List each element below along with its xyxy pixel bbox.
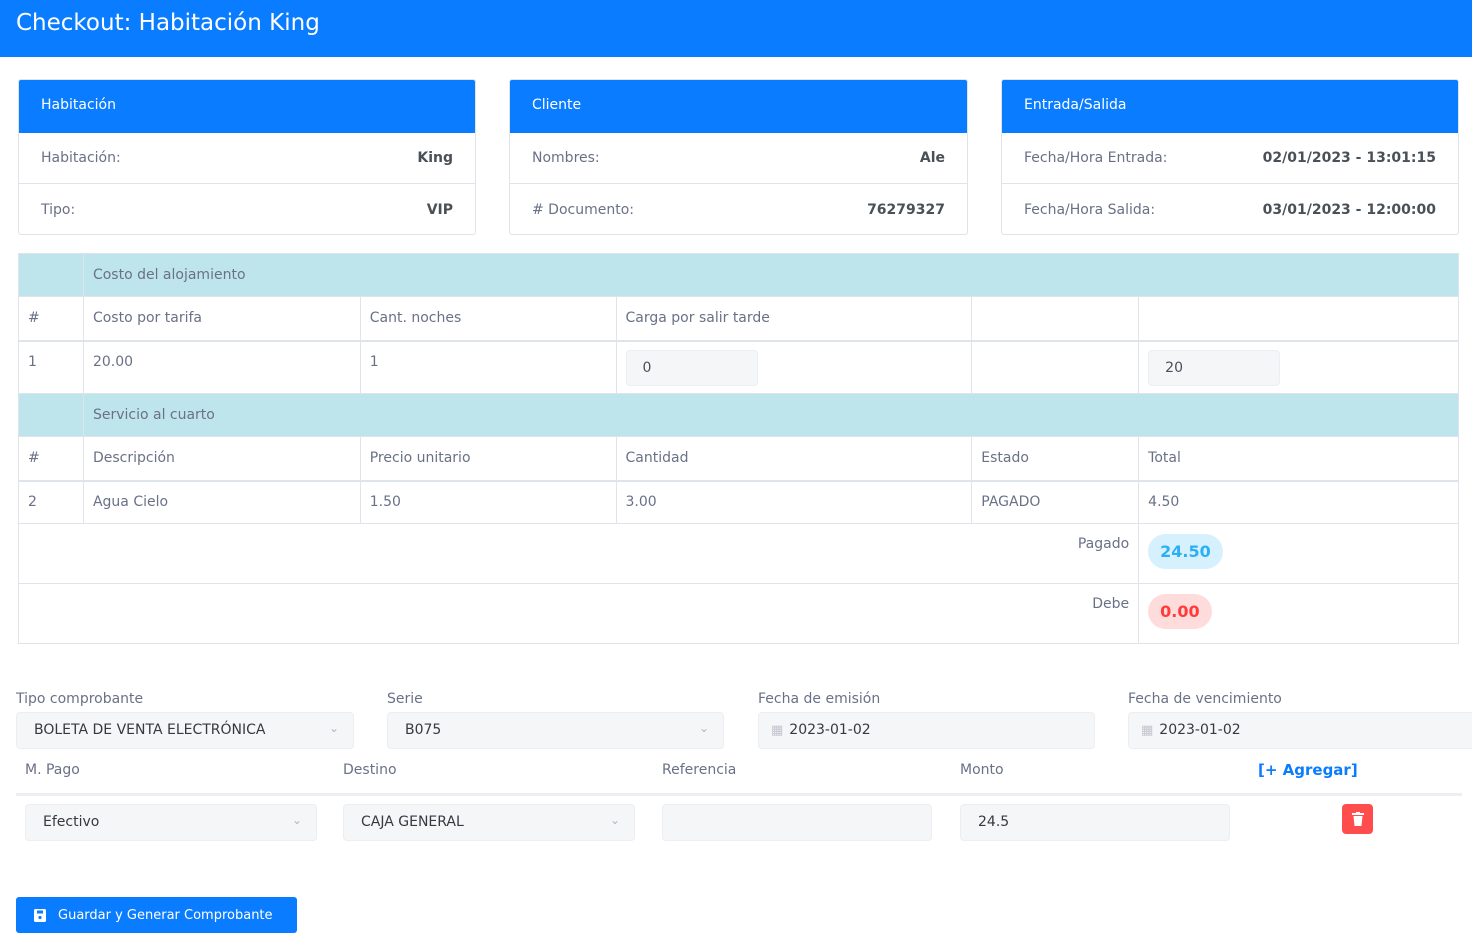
room-card: Habitación Habitación: King Tipo: VIP <box>18 79 476 235</box>
cell-total: 4.50 <box>1138 480 1459 524</box>
emision-label: Fecha de emisión <box>758 691 881 707</box>
col-total: Total <box>1138 436 1459 482</box>
chevron-down-icon: ⌄ <box>609 813 620 827</box>
table-header: # Costo por tarifa Cant. noches Carga po… <box>18 296 1459 342</box>
divider <box>16 793 1462 796</box>
name-label: Nombres: <box>532 150 600 166</box>
owed-row: Debe 0.00 <box>17 583 1459 644</box>
checkin-value: 02/01/2023 - 13:01:15 <box>1262 150 1436 166</box>
section-row: Servicio al cuarto <box>18 393 1460 437</box>
name-value: Ale <box>919 150 945 166</box>
page-title: Checkout: Habitación King <box>0 0 1472 57</box>
type-value: VIP <box>426 201 453 218</box>
checkout-label: Fecha/Hora Salida: <box>1024 201 1156 218</box>
save-icon <box>34 908 46 922</box>
card-title: Entrada/Salida <box>1002 80 1458 133</box>
ref-input[interactable] <box>662 804 932 841</box>
col-num: # <box>18 296 84 342</box>
delete-payment-button[interactable] <box>1342 804 1373 834</box>
document-label: # Documento: <box>532 201 634 218</box>
pago-value: Efectivo <box>43 814 100 830</box>
monto-label: Monto <box>960 762 1004 778</box>
document-value: 76279327 <box>867 201 945 218</box>
cell-price: 1.50 <box>359 480 617 524</box>
chevron-down-icon: ⌄ <box>698 721 709 735</box>
section-title: Costo del alojamiento <box>82 253 1460 297</box>
destino-select[interactable]: CAJA GENERAL ⌄ <box>343 804 635 841</box>
col-status: Estado <box>971 436 1140 482</box>
col-nights: Cant. noches <box>359 296 617 342</box>
checkin-card: Entrada/Salida Fecha/Hora Entrada: 02/01/… <box>1001 79 1459 235</box>
emision-input[interactable]: ▦ 2023-01-02 <box>758 712 1095 749</box>
late-charge-input[interactable]: 0 <box>625 349 758 386</box>
tipo-label: Tipo comprobante <box>16 691 144 707</box>
paid-row: Pagado 24.50 <box>17 523 1459 584</box>
serie-label: Serie <box>387 691 423 707</box>
serie-value: B075 <box>405 722 442 738</box>
cell-num: 2 <box>18 480 84 524</box>
card-title: Habitación <box>19 80 475 133</box>
col-num: # <box>18 436 84 482</box>
calendar-icon: ▦ <box>771 723 784 738</box>
destino-value: CAJA GENERAL <box>361 814 464 830</box>
table-row: 1 20.00 1 0 20 <box>18 340 1459 394</box>
emision-value: 2023-01-02 <box>789 722 871 738</box>
venc-label: Fecha de vencimiento <box>1128 691 1282 707</box>
checkout-table: Costo del alojamiento # Costo por tarifa… <box>17 253 1460 644</box>
paid-label: Pagado <box>17 523 1140 584</box>
col-rate: Costo por tarifa <box>82 296 361 342</box>
venc-input[interactable]: ▦ 2023-01-02 <box>1128 712 1472 749</box>
section-row: Costo del alojamiento <box>18 253 1460 297</box>
venc-value: 2023-01-02 <box>1159 722 1241 738</box>
tipo-value: BOLETA DE VENTA ELECTRÓNICA <box>34 722 266 738</box>
ref-label: Referencia <box>662 762 737 778</box>
cell-nights: 1 <box>359 340 617 394</box>
client-card: Cliente Nombres: Ale # Documento: 76279327 <box>509 79 968 235</box>
paid-badge: 24.50 <box>1148 534 1223 569</box>
pago-label: M. Pago <box>25 762 80 778</box>
table-row: 2 Agua Cielo 1.50 3.00 PAGADO 4.50 <box>18 480 1459 524</box>
cell-rate: 20.00 <box>82 340 361 394</box>
cell-num: 1 <box>18 340 84 394</box>
checkout-value: 03/01/2023 - 12:00:00 <box>1262 201 1436 218</box>
room-value: King <box>417 150 453 166</box>
cell-qty: 3.00 <box>615 480 973 524</box>
tipo-select[interactable]: BOLETA DE VENTA ELECTRÓNICA ⌄ <box>16 712 354 749</box>
owed-label: Debe <box>17 583 1140 644</box>
save-generate-button[interactable]: Guardar y Generar Comprobante <box>16 897 297 933</box>
owed-badge: 0.00 <box>1148 594 1212 629</box>
calendar-icon: ▦ <box>1141 723 1154 738</box>
col-price: Precio unitario <box>359 436 617 482</box>
col-desc: Descripción <box>82 436 361 482</box>
monto-input[interactable]: 24.5 <box>960 804 1230 841</box>
add-payment-link[interactable]: [+ Agregar] <box>1258 761 1358 779</box>
chevron-down-icon: ⌄ <box>291 813 302 827</box>
type-label: Tipo: <box>41 201 76 218</box>
section-title: Servicio al cuarto <box>82 393 1460 437</box>
lodging-total-input[interactable]: 20 <box>1148 349 1281 386</box>
table-header: # Descripción Precio unitario Cantidad E… <box>18 436 1459 482</box>
pago-select[interactable]: Efectivo ⌄ <box>25 804 317 841</box>
col-qty: Cantidad <box>615 436 973 482</box>
serie-select[interactable]: B075 ⌄ <box>387 712 724 749</box>
cell-desc: Agua Cielo <box>82 480 361 524</box>
destino-label: Destino <box>343 762 397 778</box>
trash-icon <box>1351 812 1364 826</box>
cell-status: PAGADO <box>971 480 1140 524</box>
room-label: Habitación: <box>41 150 121 166</box>
card-title: Cliente <box>510 80 967 133</box>
save-label: Guardar y Generar Comprobante <box>58 907 273 923</box>
checkin-label: Fecha/Hora Entrada: <box>1024 150 1168 166</box>
chevron-down-icon: ⌄ <box>328 721 339 735</box>
col-late: Carga por salir tarde <box>615 296 973 342</box>
